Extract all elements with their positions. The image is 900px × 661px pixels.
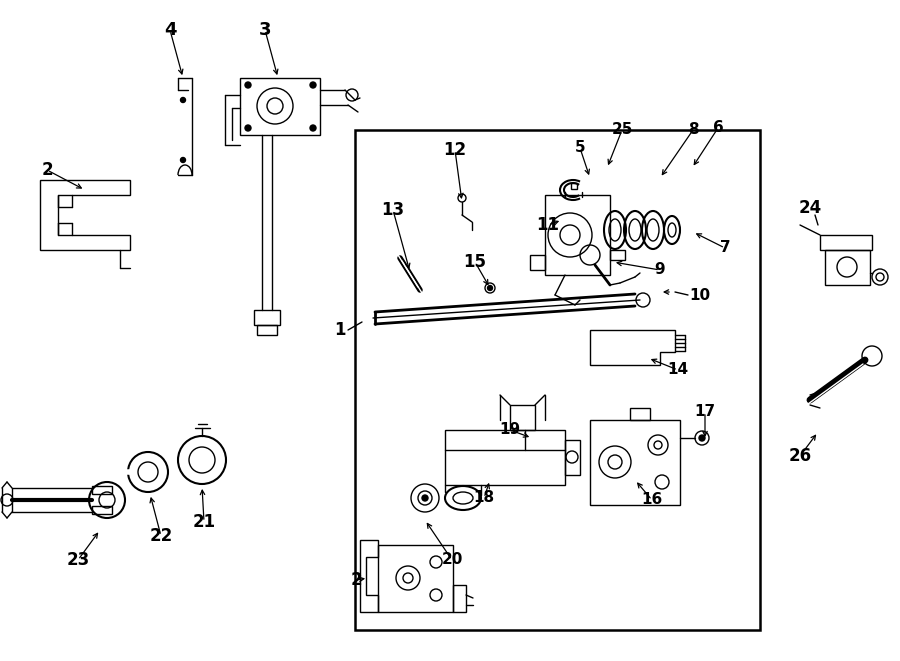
Text: 1: 1 [334,321,346,339]
Text: 15: 15 [464,253,487,271]
Circle shape [699,435,705,441]
Text: 21: 21 [193,513,216,531]
Circle shape [181,98,185,102]
Text: 14: 14 [668,362,688,377]
Text: 11: 11 [536,216,560,234]
Text: 23: 23 [67,551,90,569]
Text: 8: 8 [688,122,698,137]
Text: 2: 2 [41,161,53,179]
Text: 19: 19 [500,422,520,438]
Text: 4: 4 [164,21,176,39]
Circle shape [422,495,428,501]
Text: 25: 25 [611,122,633,137]
Text: 12: 12 [444,141,466,159]
Text: 13: 13 [382,201,405,219]
Text: 7: 7 [720,241,730,256]
Circle shape [245,125,251,131]
Text: 16: 16 [642,492,662,508]
Text: 10: 10 [689,288,711,303]
Circle shape [488,286,492,290]
Text: 22: 22 [149,527,173,545]
Text: 9: 9 [654,262,665,278]
Text: 24: 24 [798,199,822,217]
Text: 18: 18 [473,490,495,506]
Text: 3: 3 [259,21,271,39]
Circle shape [245,82,251,88]
Text: 5: 5 [575,141,585,155]
Circle shape [310,82,316,88]
Circle shape [310,125,316,131]
Text: 6: 6 [713,120,724,136]
Circle shape [181,157,185,163]
Text: 26: 26 [788,447,812,465]
Text: 2: 2 [350,571,362,589]
Text: 17: 17 [695,405,716,420]
Text: 20: 20 [441,553,463,568]
